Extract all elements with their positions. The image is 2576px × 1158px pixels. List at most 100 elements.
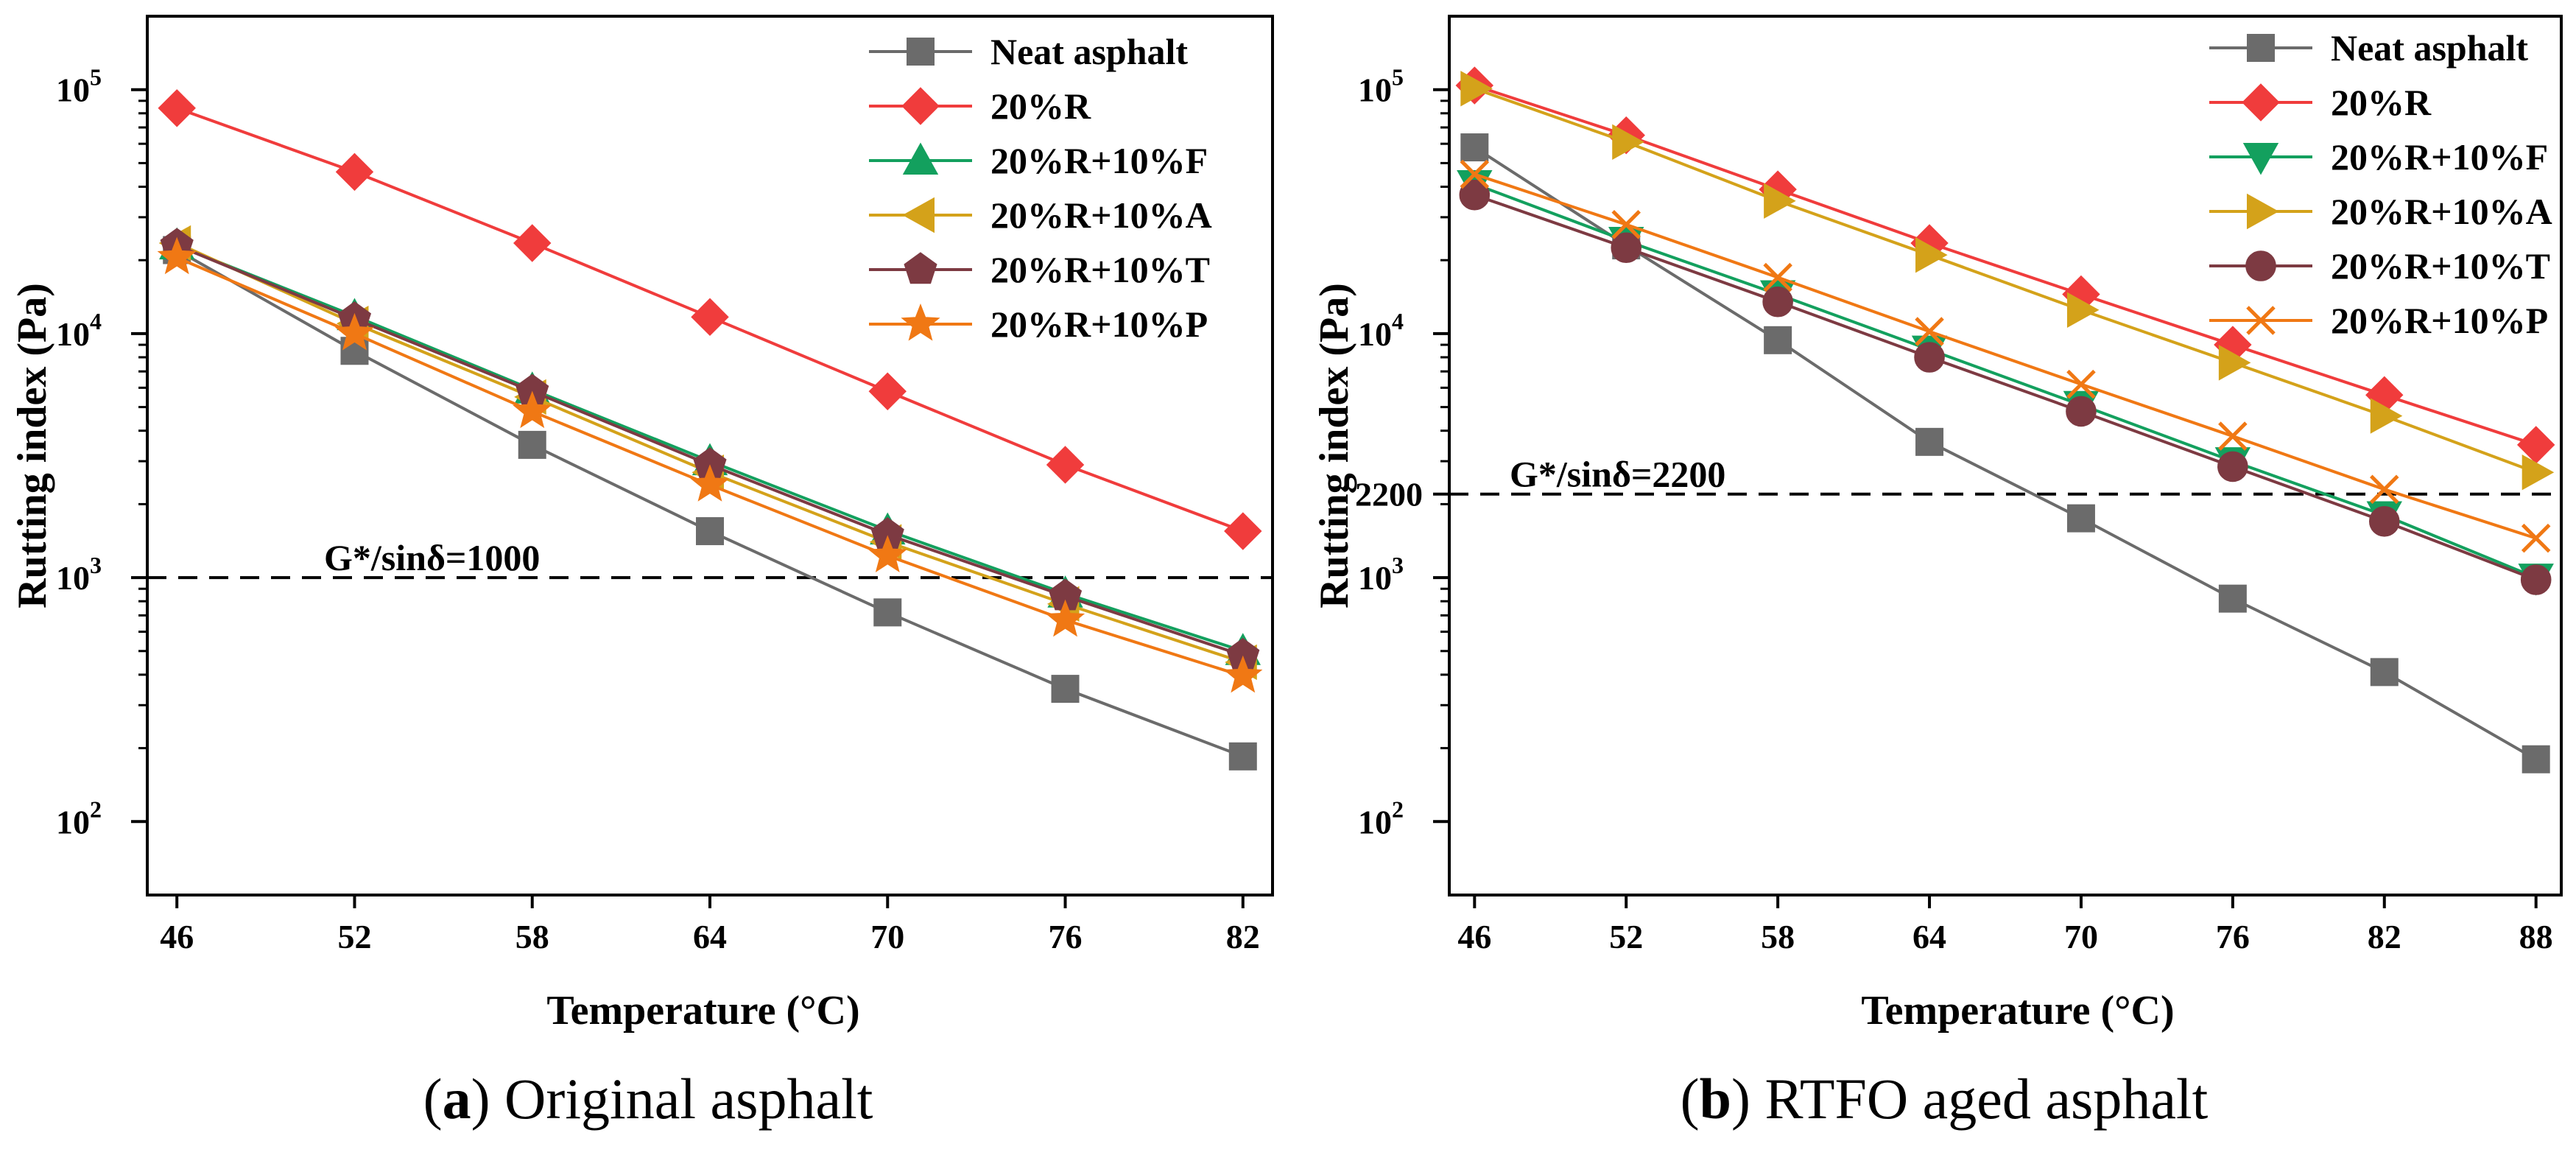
data-point	[513, 390, 552, 429]
y-tick-base: 10	[1358, 803, 1392, 841]
data-point	[1915, 317, 1944, 346]
legend-item: 20%R+10%A	[869, 194, 1212, 236]
legend-label: 20%R+10%A	[2331, 191, 2552, 232]
data-point	[873, 598, 902, 627]
data-point	[1764, 326, 1792, 354]
legend-marker	[2246, 306, 2276, 335]
legend-item: 20%R+10%T	[869, 249, 1210, 290]
legend-item: 20%R	[2209, 82, 2432, 123]
caption-paren-open: (	[423, 1067, 443, 1131]
y-tick-label: 103	[1358, 552, 1404, 597]
data-point	[2217, 451, 2248, 482]
data-point	[2218, 421, 2248, 451]
data-point	[1764, 183, 1796, 219]
legend-marker	[2245, 250, 2276, 281]
series-20-r-10-a	[1460, 71, 2555, 491]
plot-frame	[1448, 15, 2563, 896]
data-point-stroke-b	[1915, 317, 1944, 346]
data-point	[2218, 345, 2251, 381]
data-point	[2368, 505, 2400, 537]
legend-label: 20%R+10%A	[990, 194, 1212, 236]
x-tick-label: 70	[870, 918, 904, 955]
x-tick-label: 58	[515, 918, 549, 955]
data-point	[1228, 742, 1257, 771]
reference-label: G*/sinδ=2200	[1510, 454, 1725, 495]
legend-marker	[2242, 83, 2280, 122]
y-tick-label: 102	[1358, 796, 1404, 841]
x-tick-label: 64	[693, 918, 727, 955]
y-tick-label: 104	[56, 308, 102, 353]
data-point	[1223, 655, 1263, 693]
data-point-stroke-b	[2370, 474, 2399, 505]
data-point	[1762, 286, 1793, 317]
data-point	[1914, 342, 1945, 373]
data-point	[1045, 599, 1085, 637]
series-20-r-10-p	[157, 236, 1263, 693]
caption-b: (b) RTFO aged asphalt	[1681, 1067, 2209, 1131]
legend-label: 20%R+10%P	[2331, 300, 2548, 341]
series-line	[1474, 87, 2537, 474]
y-tick-base: 10	[1358, 559, 1392, 597]
caption-paren-close: )	[1731, 1067, 1750, 1131]
data-point	[1763, 262, 1792, 292]
data-point	[2066, 504, 2095, 533]
x-tick-label: 46	[160, 918, 194, 955]
legend-label: 20%R+10%T	[990, 249, 1210, 290]
reference-label: G*/sinδ=1000	[324, 537, 540, 578]
y-tick-exponent: 2	[90, 796, 102, 822]
legend-item: Neat asphalt	[2209, 27, 2528, 69]
legend-label: 20%R+10%T	[2331, 245, 2550, 287]
legend-marker	[907, 38, 935, 66]
data-point	[868, 535, 907, 572]
data-point	[1611, 210, 1641, 239]
data-point	[1915, 236, 1948, 273]
y-tick-base: 10	[1358, 315, 1392, 353]
y-tick-exponent: 4	[1392, 308, 1404, 334]
legend-item: 20%R+10%F	[2209, 136, 2548, 178]
series-line	[1474, 193, 2537, 581]
series-line	[1474, 146, 2537, 761]
legend: Neat asphalt 20%R 20%R+10%F 20%R+10%A 20%R+1…	[869, 31, 1212, 345]
legend-marker-stroke-b	[2246, 306, 2276, 335]
data-point	[2370, 658, 2399, 687]
series-20-r-10-p	[1460, 159, 2551, 553]
caption-letter: a	[443, 1067, 471, 1131]
x-axis-title: Temperature (°C)	[1861, 988, 2174, 1034]
caption-paren-close: )	[471, 1067, 490, 1131]
data-point	[335, 152, 374, 192]
legend-label: 20%R+10%F	[990, 140, 1208, 181]
y-tick-base: 10	[56, 803, 90, 841]
data-point	[691, 298, 729, 337]
data-point	[1046, 446, 1085, 484]
y-tick-exponent: 3	[90, 552, 102, 578]
x-tick-label: 64	[1912, 918, 1946, 955]
data-point-stroke-b	[1460, 159, 1490, 189]
data-point	[1915, 427, 1944, 456]
data-point	[696, 517, 724, 546]
y-tick-label: 104	[1358, 308, 1404, 353]
legend-item: 20%R+10%P	[869, 303, 1208, 345]
y-tick-exponent: 5	[90, 64, 102, 91]
series-20-r-10-t	[1459, 179, 2552, 595]
data-point	[2066, 396, 2097, 427]
data-point	[2522, 455, 2555, 491]
data-point	[2370, 398, 2403, 434]
data-point	[2066, 292, 2100, 329]
x-axis-title: Temperature (°C)	[546, 988, 859, 1034]
data-point	[1612, 124, 1644, 160]
data-point-stroke-b	[2521, 523, 2551, 553]
series-20-r	[158, 89, 1262, 550]
legend-item: 20%R+10%A	[2209, 191, 2552, 232]
x-tick-label: 88	[2519, 918, 2553, 955]
data-point-stroke-b	[1611, 210, 1641, 239]
data-point	[2520, 564, 2552, 595]
x-tick-label: 58	[1761, 918, 1795, 955]
legend-label: Neat asphalt	[2331, 27, 2528, 69]
legend-marker	[2247, 34, 2275, 62]
caption-letter: b	[1700, 1067, 1731, 1131]
data-point	[868, 372, 907, 410]
legend-item: 20%R+10%F	[869, 140, 1208, 181]
legend-item: Neat asphalt	[869, 31, 1188, 72]
y-axis-title: Rutting index (Pa)	[10, 283, 55, 608]
